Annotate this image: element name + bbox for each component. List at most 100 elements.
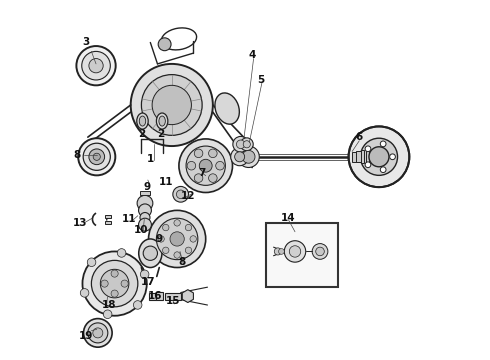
Text: 8: 8 bbox=[74, 150, 81, 160]
Circle shape bbox=[137, 195, 153, 211]
Circle shape bbox=[235, 152, 245, 162]
Circle shape bbox=[284, 241, 306, 262]
Circle shape bbox=[156, 218, 198, 260]
Circle shape bbox=[78, 138, 115, 175]
Circle shape bbox=[152, 85, 192, 125]
Circle shape bbox=[133, 301, 142, 309]
Bar bbox=[165, 293, 181, 300]
Circle shape bbox=[238, 146, 259, 167]
Circle shape bbox=[131, 64, 213, 146]
Circle shape bbox=[380, 167, 386, 172]
Circle shape bbox=[348, 126, 409, 187]
Circle shape bbox=[139, 204, 151, 217]
Circle shape bbox=[312, 244, 328, 259]
Text: 19: 19 bbox=[79, 332, 93, 342]
Text: 11: 11 bbox=[159, 177, 173, 187]
Circle shape bbox=[289, 246, 301, 257]
Circle shape bbox=[121, 280, 128, 287]
Bar bbox=[105, 215, 111, 218]
Circle shape bbox=[274, 248, 281, 255]
Ellipse shape bbox=[139, 239, 162, 267]
Circle shape bbox=[279, 249, 284, 254]
Circle shape bbox=[365, 146, 371, 152]
Circle shape bbox=[139, 218, 151, 231]
Ellipse shape bbox=[215, 93, 239, 124]
Circle shape bbox=[88, 323, 108, 343]
Circle shape bbox=[111, 270, 118, 277]
Circle shape bbox=[163, 224, 169, 231]
Text: 12: 12 bbox=[181, 191, 195, 201]
Text: 17: 17 bbox=[141, 277, 156, 287]
Bar bbox=[105, 221, 111, 224]
Circle shape bbox=[369, 147, 389, 167]
Circle shape bbox=[82, 251, 147, 316]
Circle shape bbox=[89, 149, 104, 165]
Circle shape bbox=[142, 75, 202, 135]
Text: 4: 4 bbox=[248, 50, 256, 60]
Text: 9: 9 bbox=[143, 182, 150, 192]
Bar bbox=[149, 293, 156, 300]
Circle shape bbox=[185, 224, 192, 231]
Circle shape bbox=[173, 186, 189, 202]
Text: 6: 6 bbox=[356, 132, 363, 142]
Text: 18: 18 bbox=[102, 300, 117, 310]
Circle shape bbox=[148, 210, 206, 267]
Circle shape bbox=[158, 236, 164, 242]
Circle shape bbox=[80, 289, 89, 297]
Circle shape bbox=[209, 149, 217, 158]
Circle shape bbox=[209, 174, 217, 183]
Circle shape bbox=[231, 148, 248, 166]
Circle shape bbox=[143, 246, 157, 260]
Circle shape bbox=[140, 212, 150, 222]
Ellipse shape bbox=[159, 116, 165, 126]
Circle shape bbox=[83, 319, 112, 347]
Circle shape bbox=[89, 59, 103, 73]
Circle shape bbox=[365, 162, 371, 168]
Text: 13: 13 bbox=[73, 218, 87, 228]
Circle shape bbox=[233, 136, 248, 152]
Circle shape bbox=[243, 141, 250, 148]
Circle shape bbox=[100, 269, 129, 298]
Circle shape bbox=[216, 161, 224, 170]
Text: 15: 15 bbox=[166, 296, 181, 306]
Circle shape bbox=[87, 258, 96, 266]
Circle shape bbox=[111, 290, 118, 297]
Text: 2: 2 bbox=[138, 129, 145, 139]
Text: 5: 5 bbox=[257, 75, 265, 85]
Text: 7: 7 bbox=[198, 168, 206, 178]
Circle shape bbox=[83, 143, 110, 170]
Circle shape bbox=[174, 220, 180, 226]
Circle shape bbox=[194, 174, 203, 183]
Circle shape bbox=[237, 140, 245, 149]
Text: 2: 2 bbox=[157, 129, 165, 139]
Polygon shape bbox=[182, 290, 194, 302]
Circle shape bbox=[187, 161, 196, 170]
Bar bbox=[366, 150, 368, 164]
Circle shape bbox=[117, 249, 126, 257]
Circle shape bbox=[158, 38, 171, 51]
Text: 8: 8 bbox=[179, 257, 186, 267]
Circle shape bbox=[241, 138, 253, 151]
Bar bbox=[156, 292, 163, 300]
Circle shape bbox=[242, 150, 255, 163]
Bar bbox=[361, 150, 364, 163]
Circle shape bbox=[76, 46, 116, 85]
Text: 16: 16 bbox=[147, 291, 162, 301]
Text: 14: 14 bbox=[281, 212, 295, 222]
Text: 10: 10 bbox=[134, 225, 148, 235]
Circle shape bbox=[390, 154, 395, 159]
Circle shape bbox=[82, 51, 110, 80]
Bar bbox=[267, 223, 338, 287]
Bar bbox=[140, 191, 149, 195]
Circle shape bbox=[103, 310, 112, 319]
Circle shape bbox=[194, 149, 203, 158]
Ellipse shape bbox=[137, 113, 148, 129]
Circle shape bbox=[360, 138, 397, 175]
Bar bbox=[356, 151, 362, 162]
Circle shape bbox=[380, 141, 386, 147]
Circle shape bbox=[140, 270, 149, 279]
Text: 3: 3 bbox=[82, 37, 90, 48]
Text: 1: 1 bbox=[147, 154, 154, 163]
Text: 9: 9 bbox=[156, 234, 163, 244]
Circle shape bbox=[185, 247, 192, 253]
